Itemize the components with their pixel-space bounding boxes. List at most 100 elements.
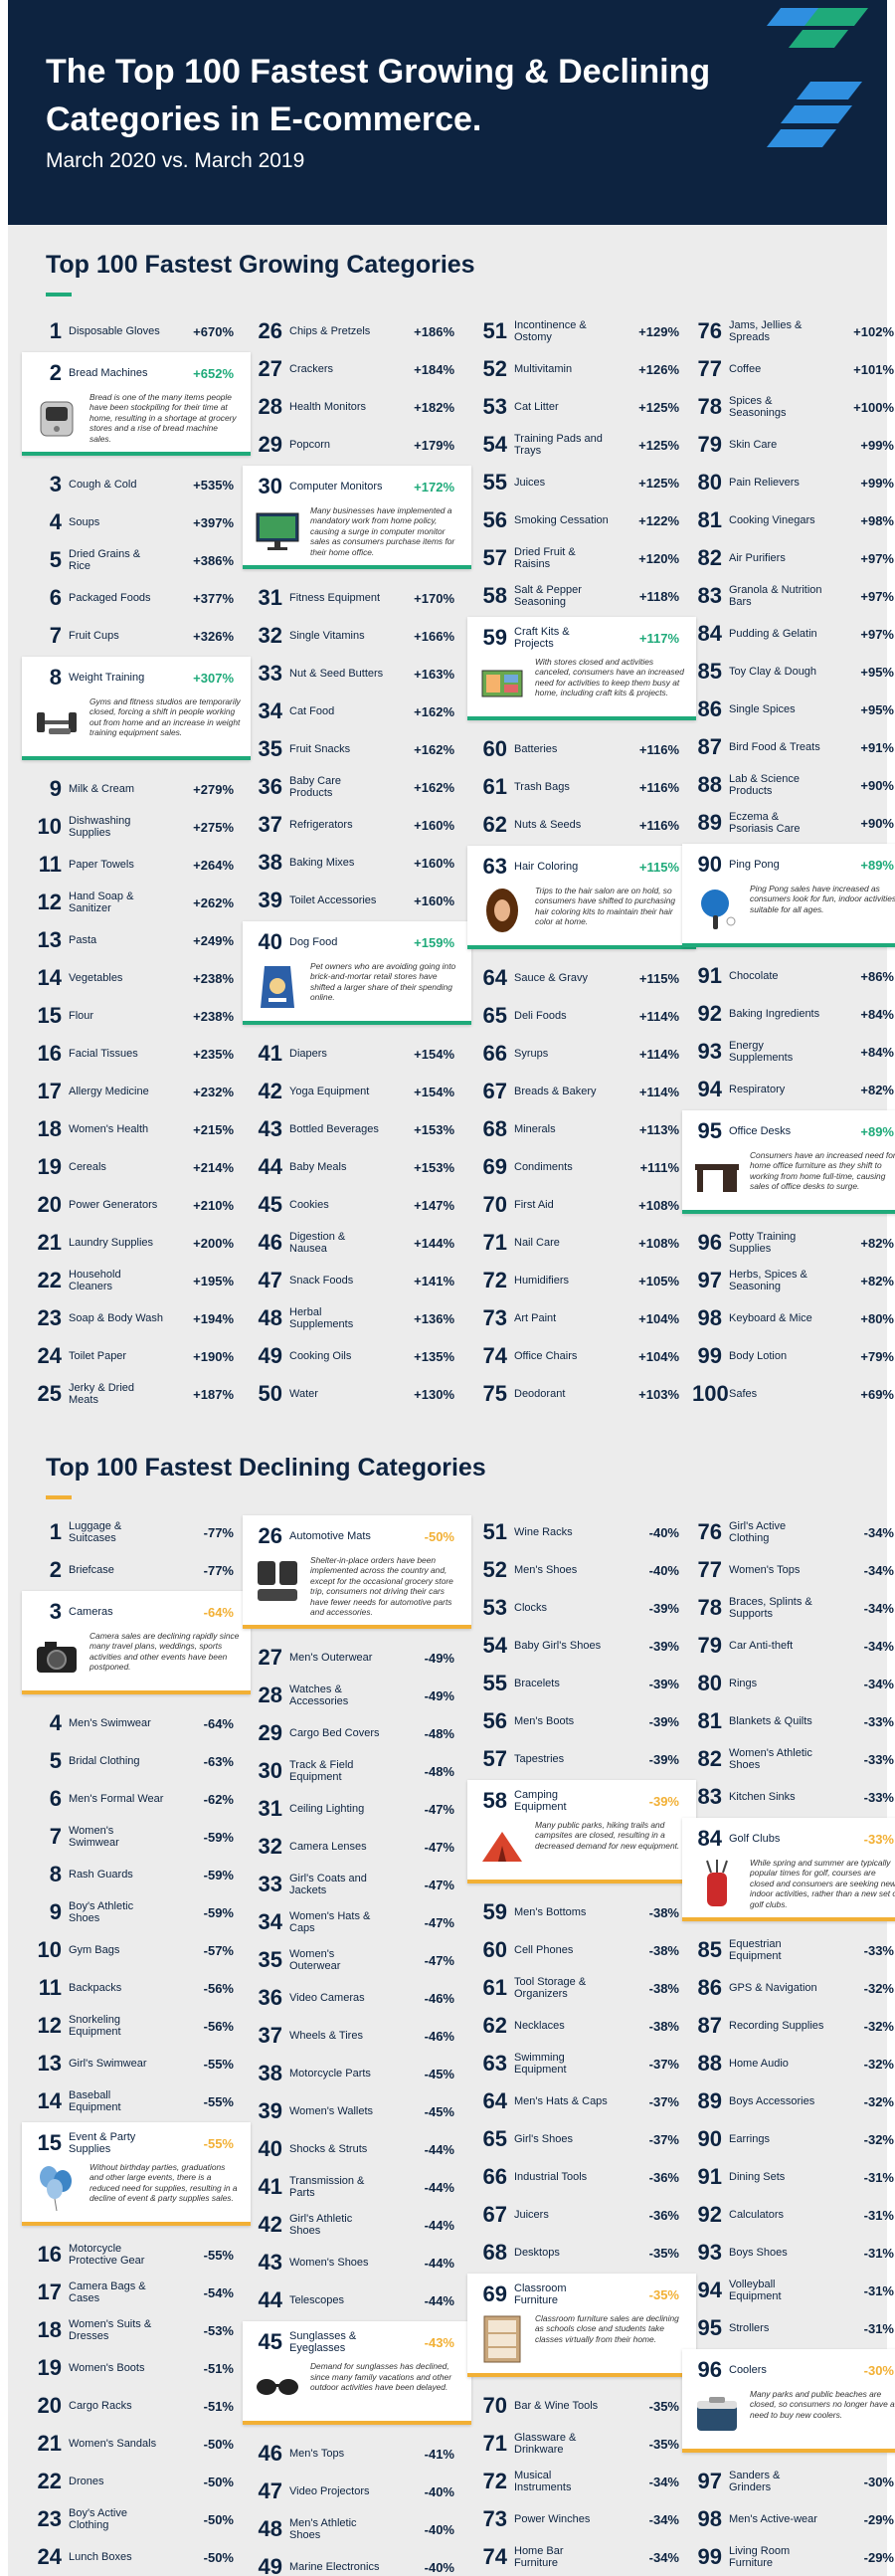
percent-change: -37% — [648, 2131, 679, 2147]
rank-number: 41 — [258, 1041, 282, 1067]
percent-change: -47% — [424, 1877, 454, 1892]
card-body: Pet owners who are avoiding going into b… — [253, 961, 461, 1013]
category-row: 63 Swimming Equipment -37% — [477, 2045, 686, 2082]
percent-change: -35% — [648, 2245, 679, 2261]
category-row: 25 Jerky & Dried Meats +187% — [32, 1375, 241, 1413]
rank-number: 67 — [482, 2202, 507, 2227]
category-name: Fruit Snacks — [289, 743, 351, 756]
percent-change: +122% — [638, 512, 679, 528]
bookshelf-icon — [477, 2313, 527, 2365]
category-name: Multivitamin — [514, 363, 573, 375]
category-name: Watches & Accessories — [289, 1684, 349, 1708]
category-row: 90 Earrings -32% — [692, 2120, 895, 2158]
card-description: Demand for sunglasses has declined, sinc… — [310, 2361, 451, 2393]
percent-change: -30% — [863, 2474, 894, 2489]
category-row: 55 Juices +125% — [477, 464, 686, 501]
rank-number: 48 — [258, 1305, 282, 1331]
percent-change: -47% — [424, 1914, 454, 1930]
rank-number: 99 — [697, 1343, 722, 1368]
percent-change: -64% — [203, 1715, 234, 1731]
rank-number: 20 — [37, 1192, 62, 1218]
category-name: Cameras — [69, 1606, 113, 1618]
category-name: Shocks & Struts — [289, 2143, 368, 2156]
rank-number: 27 — [258, 356, 282, 381]
featured-category-card: 96 Coolers -30% Many parks and public beach… — [682, 2349, 895, 2454]
rank-number: 93 — [697, 2240, 722, 2266]
category-row: 83 Kitchen Sinks -33% — [692, 1778, 895, 1816]
craft-kit-icon — [477, 657, 527, 708]
percent-change: +386% — [193, 552, 234, 568]
card-body: Camera sales are declining rapidly since… — [32, 1631, 241, 1683]
category-name: Girl's Athletic Shoes — [289, 2213, 353, 2238]
rank-number: 26 — [258, 1523, 282, 1548]
category-name: Coffee — [729, 363, 762, 375]
category-name: Art Paint — [514, 1312, 557, 1324]
card-header: 96 Coolers -30% — [692, 2355, 895, 2385]
rank-number: 94 — [697, 1077, 722, 1101]
rank-number: 80 — [697, 470, 722, 495]
category-row: 91 Dining Sets -31% — [692, 2158, 895, 2196]
percent-change: -47% — [424, 1952, 454, 1968]
category-name: Bottled Beverages — [289, 1123, 379, 1136]
percent-change: -31% — [863, 2320, 894, 2336]
percent-change: -50% — [203, 2511, 234, 2527]
category-row: 71 Nail Care +108% — [477, 1224, 686, 1262]
rank-number: 38 — [258, 850, 282, 876]
percent-change: +235% — [193, 1046, 234, 1062]
sunglasses-icon — [253, 2361, 302, 2413]
category-row: 37 Refrigerators +160% — [253, 806, 461, 844]
percent-change: -50% — [203, 2436, 234, 2452]
percent-change: +98% — [860, 512, 894, 528]
featured-category-card: 40 Dog Food +159% Pet owners who are avoidi… — [243, 921, 471, 1026]
rank-number: 65 — [482, 1003, 507, 1028]
rank-number: 53 — [482, 1595, 507, 1620]
rank-number: 88 — [697, 2051, 722, 2077]
rank-number: 47 — [258, 1268, 282, 1293]
percent-change: -51% — [203, 2360, 234, 2376]
rank-number: 84 — [697, 1826, 722, 1851]
category-row: 11 Backpacks -56% — [32, 1969, 241, 2007]
percent-change: +114% — [638, 1084, 679, 1099]
percent-change: +153% — [414, 1159, 454, 1175]
percent-change: +125% — [638, 399, 679, 415]
percent-change: +184% — [414, 361, 454, 377]
category-name: Kitchen Sinks — [729, 1791, 796, 1803]
category-name: Wheels & Tires — [289, 2030, 363, 2043]
rank-number: 40 — [258, 2136, 282, 2162]
percent-change: -59% — [203, 1829, 234, 1845]
category-name: Necklaces — [514, 2020, 565, 2032]
declining-title-underline — [46, 1495, 72, 1499]
category-row: 45 Cookies +147% — [253, 1186, 461, 1224]
category-row: 57 Dried Fruit & Raisins +120% — [477, 539, 686, 577]
percent-change: -40% — [424, 2559, 454, 2575]
category-row: 60 Batteries +116% — [477, 730, 686, 768]
category-name: Industrial Tools — [514, 2171, 588, 2183]
category-name: Pudding & Gelatin — [729, 628, 817, 640]
category-name: Salt & Pepper Seasoning — [514, 584, 582, 608]
category-row: 10 Gym Bags -57% — [32, 1931, 241, 1969]
category-name: Cargo Racks — [69, 2400, 132, 2412]
percent-change: +182% — [414, 399, 454, 415]
card-body: Many public parks, hiking trails and cam… — [477, 1820, 686, 1872]
rank-number: 43 — [258, 2250, 282, 2276]
percent-change: +114% — [638, 1046, 679, 1062]
category-name: Fruit Cups — [69, 630, 119, 643]
rank-number: 68 — [482, 2240, 507, 2265]
category-row: 7 Women's Swimwear -59% — [32, 1818, 241, 1856]
category-name: Flour — [69, 1010, 94, 1023]
category-name: Bridal Clothing — [69, 1755, 140, 1767]
category-name: Swimming Equipment — [514, 2052, 567, 2076]
category-row: 78 Spices & Seasonings +100% — [692, 388, 895, 426]
declining-column: 76 Girl's Active Clothing -34% 77 Women's To… — [682, 1513, 895, 2576]
category-row: 48 Men's Athletic Shoes -40% — [253, 2510, 461, 2548]
rank-number: 60 — [482, 1937, 507, 1962]
category-name: First Aid — [514, 1199, 554, 1211]
rank-number: 36 — [258, 774, 282, 800]
rank-number: 48 — [258, 2516, 282, 2542]
rank-number: 14 — [37, 965, 62, 991]
category-row: 4 Soups +397% — [32, 503, 241, 541]
category-row: 14 Vegetables +238% — [32, 959, 241, 997]
percent-change: +163% — [414, 666, 454, 682]
card-description: Trips to the hair salon are on hold, so … — [535, 886, 676, 927]
percent-change: -38% — [648, 1942, 679, 1958]
